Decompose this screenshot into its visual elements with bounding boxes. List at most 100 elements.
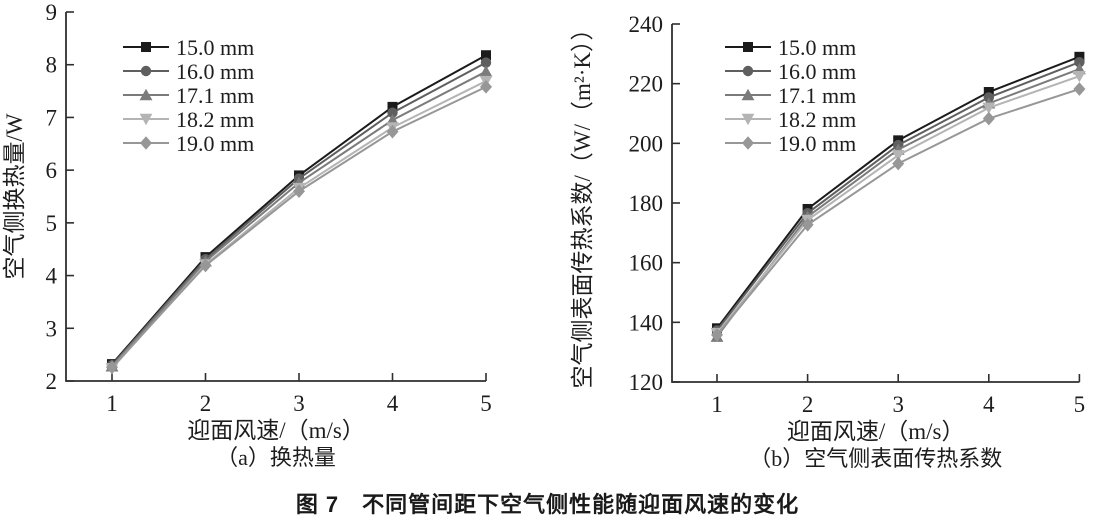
y-tick-label: 6 <box>46 158 58 183</box>
triangle-up-marker-icon <box>139 88 153 101</box>
x-axis-title: 迎面风速/（m/s） <box>787 419 965 444</box>
triangle-down-marker-icon <box>741 113 755 126</box>
x-axis: 1 2 3 4 5 <box>711 374 1085 417</box>
legend-label: 19.0 mm <box>778 131 856 156</box>
diamond-marker-icon <box>711 328 723 342</box>
diamond-marker-icon <box>199 258 212 273</box>
y-tick-label: 160 <box>629 251 664 276</box>
legend-item-19-0-mm: 19.0 mm <box>123 131 254 156</box>
legend-item-17-1-mm: 17.1 mm <box>725 83 856 108</box>
y-tick-label: 4 <box>46 264 58 289</box>
legend-label: 15.0 mm <box>778 35 856 60</box>
square-marker-icon <box>141 42 151 52</box>
legend-item-18-2-mm: 18.2 mm <box>725 107 856 132</box>
y-axis: 2 3 4 5 6 7 8 9 <box>46 0 74 394</box>
diamond-marker-icon <box>1073 82 1086 96</box>
diamond-marker-icon <box>293 184 305 199</box>
x-axis: 1 2 3 4 5 <box>106 373 492 416</box>
triangle-up-marker-icon <box>479 65 493 77</box>
x-tick-label: 3 <box>892 392 904 417</box>
series-line <box>111 85 487 368</box>
legend-item-15-0-mm: 15.0 mm <box>725 35 856 60</box>
x-tick-label: 1 <box>711 392 723 417</box>
y-tick-label: 8 <box>46 53 58 78</box>
diamond-marker-icon <box>140 136 152 150</box>
x-tick-label: 3 <box>293 391 305 416</box>
series-line <box>111 70 487 367</box>
axes <box>671 24 1080 383</box>
square-marker-icon <box>481 50 491 61</box>
diamond-marker-icon <box>386 124 399 139</box>
circle-marker-icon <box>387 107 398 118</box>
circle-marker-icon <box>140 65 152 77</box>
legend-label: 19.0 mm <box>176 131 254 156</box>
y-tick-label: 7 <box>46 105 58 130</box>
diamond-marker-icon <box>742 136 754 150</box>
square-marker-icon <box>743 42 753 52</box>
legend-item-18-2-mm: 18.2 mm <box>123 107 254 132</box>
diamond-marker-icon <box>892 156 905 171</box>
series-18-2-mm <box>710 71 1086 340</box>
legend-item-16-0-mm: 16.0 mm <box>123 59 254 84</box>
legend-item-15-0-mm: 15.0 mm <box>123 35 254 60</box>
legend-item-16-0-mm: 16.0 mm <box>725 59 856 84</box>
triangle-down-marker-icon <box>891 150 905 162</box>
triangle-down-marker-icon <box>982 102 996 115</box>
series-16-0-mm <box>711 56 1085 336</box>
series-line <box>716 61 1080 331</box>
y-tick-label: 240 <box>629 12 664 37</box>
legend-label: 17.1 mm <box>176 83 254 108</box>
y-tick-label: 200 <box>629 131 664 156</box>
series-19-0-mm <box>106 80 492 375</box>
y-axis-title: 空气侧换热量/W <box>2 113 27 279</box>
chart-subtitle: （b）空气侧表面传热系数 <box>749 446 1002 471</box>
circle-marker-icon <box>742 65 754 77</box>
y-tick-label: 140 <box>629 310 664 335</box>
y-tick-label: 120 <box>629 370 664 395</box>
series-18-2-mm <box>105 75 493 375</box>
x-tick-label: 4 <box>983 392 995 417</box>
square-marker-icon <box>387 101 398 112</box>
circle-marker-icon <box>480 57 492 68</box>
y-tick-label: 180 <box>629 191 664 216</box>
legend-label: 16.0 mm <box>778 59 856 84</box>
series-19-0-mm <box>711 82 1086 342</box>
legend-label: 16.0 mm <box>176 59 254 84</box>
y-tick-label: 9 <box>46 0 58 25</box>
figure-caption: 图 7 不同管间距下空气侧性能随迎面风速的变化 <box>295 492 800 517</box>
legend-item-17-1-mm: 17.1 mm <box>123 83 254 108</box>
diamond-marker-icon <box>982 111 995 126</box>
series-16-0-mm <box>106 57 492 371</box>
y-axis: 120 140 160 180 200 220 240 <box>629 12 680 395</box>
diamond-marker-icon <box>106 360 118 375</box>
legend-label: 15.0 mm <box>176 35 254 60</box>
x-tick-label: 1 <box>106 391 118 416</box>
y-axis-title: 空气侧表面传热系数/（W/（m²·K）） <box>570 17 595 388</box>
legend-label: 18.2 mm <box>778 107 856 132</box>
legend-item-19-0-mm: 19.0 mm <box>725 131 856 156</box>
series-line <box>111 80 487 370</box>
y-tick-label: 220 <box>629 72 664 97</box>
triangle-down-marker-icon <box>1073 71 1086 83</box>
y-tick-label: 5 <box>46 211 58 236</box>
y-tick-label: 2 <box>46 369 58 394</box>
series-line <box>716 68 1080 338</box>
series-line <box>716 88 1080 336</box>
chart-a: 2 3 4 5 6 7 8 9 1 2 3 4 5 15.0 mm 16.0 mm 17.1 mm 18.2 m… <box>0 0 547 480</box>
legend-label: 17.1 mm <box>778 83 856 108</box>
x-tick-label: 4 <box>387 391 399 416</box>
x-tick-label: 5 <box>480 391 492 416</box>
x-tick-label: 5 <box>1074 392 1086 417</box>
diamond-marker-icon <box>480 80 492 94</box>
x-tick-label: 2 <box>200 391 212 416</box>
triangle-down-marker-icon <box>139 113 153 126</box>
triangle-up-marker-icon <box>741 88 755 101</box>
circle-marker-icon <box>1074 56 1085 68</box>
series-line <box>716 75 1080 334</box>
legend-label: 18.2 mm <box>176 107 254 132</box>
y-tick-label: 3 <box>46 316 58 341</box>
